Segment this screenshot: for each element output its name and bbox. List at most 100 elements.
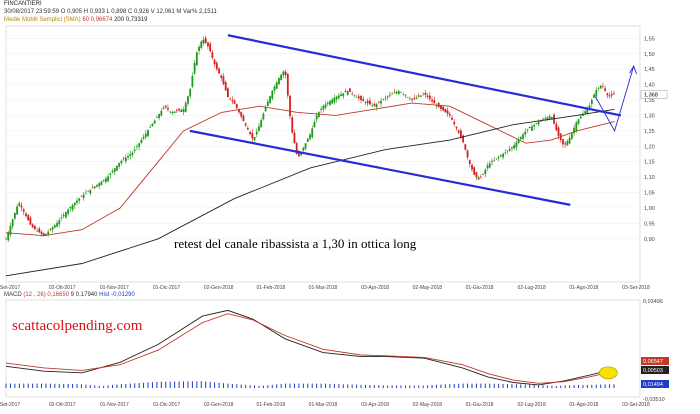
candle-body: [229, 98, 232, 100]
macd-histogram-bar: [58, 383, 60, 388]
candle-body: [422, 94, 425, 96]
candle-body: [504, 152, 507, 153]
candle-body: [275, 82, 278, 89]
macd-histogram-bar: [85, 384, 87, 388]
candle-body: [242, 115, 245, 121]
candle-body: [568, 137, 571, 144]
candle-body: [473, 167, 476, 175]
candle-body: [426, 95, 429, 97]
candle-body: [78, 198, 81, 201]
macd-x-tick-label: 02-May-2018: [413, 402, 443, 408]
high-value: 0,933: [89, 9, 105, 15]
candle-body: [477, 177, 480, 180]
macd-plot-area: [5, 299, 641, 398]
macd-histogram-bar: [112, 384, 114, 388]
candle-body: [393, 92, 396, 94]
candle-body: [251, 133, 254, 139]
candle-body: [428, 95, 431, 100]
macd-histogram-bar: [316, 383, 318, 388]
candle-body: [462, 135, 465, 143]
macd-x-tick-label: 02-Lug-2018: [517, 402, 546, 408]
candle-body: [151, 123, 154, 127]
macd-histogram-bar: [515, 384, 517, 388]
candle-body: [555, 123, 558, 131]
candle-body: [346, 91, 349, 95]
candle-body: [222, 76, 225, 84]
candle-body: [282, 71, 285, 76]
candle-body: [91, 187, 94, 189]
macd-histogram-bar: [609, 384, 611, 388]
macd-histogram-bar: [276, 384, 278, 388]
candle-body: [104, 178, 107, 183]
candle-body: [147, 130, 149, 136]
macd-histogram-bar: [280, 383, 282, 388]
candle-body: [550, 117, 553, 119]
candle-body: [375, 104, 378, 108]
candle-body: [309, 134, 311, 139]
candle-body: [519, 137, 522, 140]
macd-histogram-bar: [613, 384, 615, 388]
candle-body: [284, 71, 287, 76]
macd-histogram-bar: [187, 381, 189, 388]
candle-body: [298, 152, 300, 157]
channel-lower-line: [189, 129, 571, 206]
macd-histogram-bar: [542, 385, 544, 388]
macd-crossover-highlight: [598, 366, 618, 380]
macd-histogram-bar: [387, 385, 389, 388]
macd-y-tick-label: 0,03496: [643, 299, 663, 305]
macd-histogram-bar: [449, 384, 451, 388]
candle-body: [98, 183, 101, 187]
macd-histogram-bar: [80, 384, 82, 388]
candle-body: [180, 109, 183, 112]
macd-histogram-bar: [54, 383, 56, 388]
candle-body: [377, 101, 380, 103]
candle-body: [160, 110, 163, 116]
price-x-tick-label: 02-Lug-2018: [517, 285, 546, 291]
candle-body: [486, 165, 489, 169]
macd-histogram-bar: [165, 381, 167, 388]
macd-histogram-bar: [506, 384, 508, 388]
candle-body: [27, 215, 30, 221]
candle-body: [246, 128, 249, 130]
volume-value: 12,061 M: [156, 9, 182, 15]
candle-body: [499, 155, 502, 157]
candle-body: [411, 98, 413, 100]
macd-histogram-bar: [227, 383, 229, 388]
candle-body: [386, 96, 389, 98]
macd-signal-line: [5, 313, 615, 384]
macd-histogram-bar: [258, 385, 260, 388]
candle-body: [579, 116, 582, 119]
candle-body: [209, 43, 212, 52]
price-y-tick-label: 1,05: [644, 191, 655, 197]
price-x-tick-label: 02-Ott-2017: [49, 285, 76, 291]
candle-body: [29, 217, 32, 225]
macd-pane: Set-2017 02-Ott-2017 01-Nov-2017 01-Dic-201…: [0, 299, 669, 408]
candle-body: [355, 96, 358, 98]
macd-line: [5, 309, 615, 386]
candle-body: [93, 186, 96, 189]
macd-histogram-bar: [511, 384, 513, 388]
symbol-label: FINCANTIERI: [4, 1, 42, 7]
candle-body: [448, 113, 451, 116]
candle-body: [31, 224, 34, 228]
sma-label: Medie Mobili Semplici (SMA): [4, 17, 81, 23]
macd-histogram-bar: [125, 383, 127, 388]
candle-body: [273, 86, 276, 91]
candle-body: [178, 108, 180, 111]
candle-body: [404, 94, 407, 96]
candle-body: [340, 94, 342, 96]
candle-body: [557, 127, 560, 136]
candle-body: [315, 115, 318, 120]
macd-histogram-bar: [444, 384, 446, 388]
macd-histogram-bar: [342, 384, 344, 388]
candle-body: [417, 95, 420, 97]
candle-body: [191, 75, 194, 87]
macd-histogram-bar: [524, 384, 526, 388]
candle-body: [167, 107, 169, 110]
candle-body: [604, 88, 607, 91]
candle-body: [102, 179, 105, 181]
candle-body: [224, 81, 227, 91]
last-price-tag: [640, 90, 668, 99]
candle-body: [286, 74, 289, 96]
candle-body: [18, 203, 21, 207]
